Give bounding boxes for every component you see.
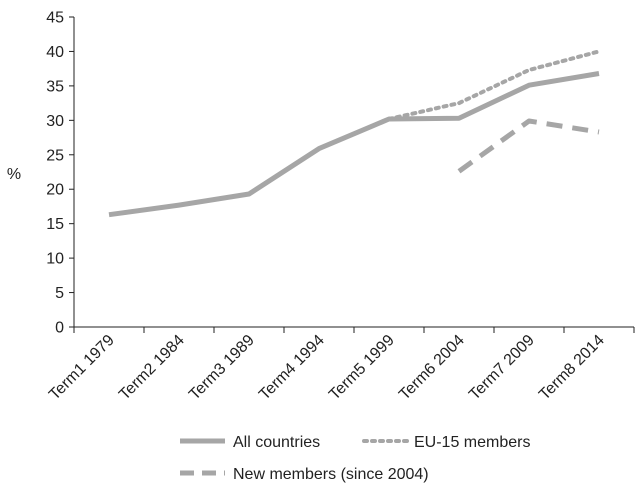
series-line-new-members-since-2004: [457, 118, 600, 174]
y-tick-label: 5: [55, 285, 64, 302]
legend-label-all-countries: All countries: [233, 434, 320, 451]
y-tick-label: 25: [46, 147, 64, 164]
y-tick-label: 0: [55, 320, 64, 337]
x-tick-label: Term2 1984: [116, 332, 188, 404]
legend-label-new-members: New members (since 2004): [233, 466, 429, 483]
y-tick-label: 15: [46, 216, 64, 233]
y-tick-label: 40: [46, 44, 64, 61]
y-tick-label: 10: [46, 251, 64, 268]
x-tick-label: Term7 2009: [466, 332, 538, 404]
series-line-all-countries: [108, 71, 600, 218]
legend-label-eu15-members: EU-15 members: [414, 434, 530, 451]
legend: All countries EU-15 members New members …: [180, 434, 530, 483]
x-tick-label: Term8 2014: [536, 332, 608, 404]
x-tick-label: Term3 1989: [186, 332, 258, 404]
y-tick-label: 45: [46, 10, 64, 27]
x-tick-label: Term6 2004: [396, 332, 468, 404]
series-line-eu-15-members: [387, 49, 601, 121]
x-tick-label: Term4 1994: [256, 332, 328, 404]
x-tick-label: Term5 1999: [326, 332, 398, 404]
y-axis-title: %: [7, 166, 21, 183]
y-tick-label: 30: [46, 113, 64, 130]
y-tick-label: 20: [46, 182, 64, 199]
series-lines: [108, 49, 601, 218]
x-tick-label: Term1 1979: [46, 332, 118, 404]
y-axis-ticks: 0 5 10 15 20 25 30 35 40 45: [46, 10, 74, 337]
y-tick-label: 35: [46, 78, 64, 95]
